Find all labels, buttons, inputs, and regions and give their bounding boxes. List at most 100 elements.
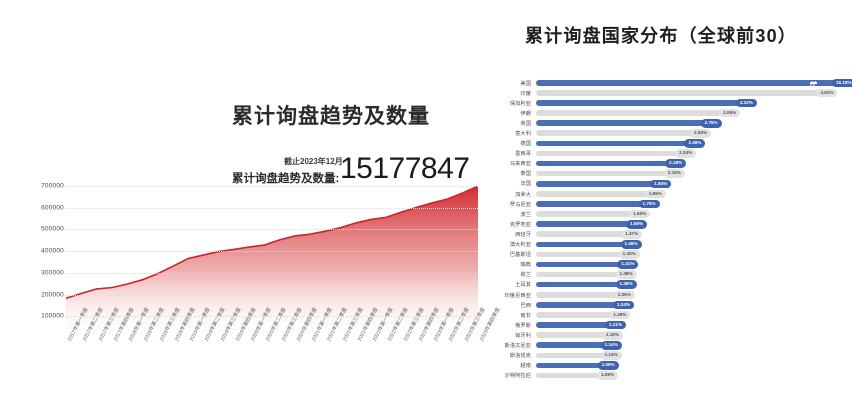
bar-country-label: 西班牙 (515, 231, 531, 238)
bar-track: 1.60% (536, 209, 852, 219)
bar-value-label: 1.21% (605, 320, 627, 330)
bar-value-label: 1.14% (600, 351, 622, 360)
bar-track: 1.75% (536, 199, 852, 209)
bar-fill (536, 100, 742, 106)
table-row[interactable]: 法国 1.94% (488, 179, 852, 189)
bar-fill (536, 90, 823, 96)
grid-line (66, 186, 478, 187)
cumulative-inquiry-trend-panel: 累计询盘趋势及数量 截止2023年12月 累计询盘趋势及数量: 15177847… (16, 105, 502, 399)
table-row[interactable]: 印度尼西亚 1.35% (488, 290, 852, 300)
table-row[interactable]: 保加利亚 3.32% (488, 98, 852, 108)
bar-country-label: 英国 (520, 120, 531, 127)
table-row[interactable]: 美国 15.18% (488, 78, 852, 88)
bar-country-label: 印度 (520, 90, 531, 97)
bar-track: 1.16% (536, 330, 852, 340)
bar-value-label: 1.85% (644, 189, 666, 199)
bar-fill (536, 191, 651, 197)
bar-track: 1.41% (536, 260, 852, 270)
bar-fill (536, 170, 670, 177)
area-fill (66, 186, 478, 338)
bar-fill (536, 342, 607, 349)
axis-break-marker (810, 81, 817, 84)
bar-fill (536, 150, 682, 157)
bar-track: 1.43% (536, 250, 852, 260)
bar-country-label: 越南 (520, 363, 531, 370)
x-axis: 2017年第一季度 2017年第二季度 2017年第三季度 2017年第四季度 2018… (66, 307, 502, 399)
bar-fill (536, 241, 627, 248)
table-row[interactable]: 意大利 2.58% (488, 128, 852, 138)
bar-value-label: 1.94% (650, 179, 672, 189)
bar-country-label: 伊朗 (520, 110, 531, 117)
table-row[interactable]: 印度 4.62% (488, 88, 852, 98)
bar-country-label: 南非 (520, 312, 531, 319)
bar-track: 1.34% (536, 300, 852, 310)
table-row[interactable]: 匈牙利 1.16% (488, 330, 852, 340)
table-row[interactable]: 罗马尼亚 1.75% (488, 199, 852, 209)
bar-value-label: 1.47% (621, 230, 643, 239)
bar-track: 2.75% (536, 118, 852, 128)
bar-track: 1.47% (536, 229, 852, 239)
area-chart-svg (66, 186, 478, 338)
table-row[interactable]: 泰国 2.16% (488, 169, 852, 179)
bar-country-label: 加拿大 (515, 191, 531, 198)
bar-fill (536, 281, 622, 288)
table-row[interactable]: 德国 2.49% (488, 139, 852, 149)
bar-country-label: 斯洛文尼亚 (504, 342, 531, 349)
bar-country-label: 巴基斯坦 (509, 252, 531, 259)
bar-value-label: 1.46% (620, 240, 642, 249)
y-axis: 100000 200000 300000 400000 500000 600000 7000… (16, 183, 64, 338)
y-axis-tick-label: 100000 (41, 312, 64, 320)
bar-value-label: 1.34% (613, 300, 635, 310)
bar-track: 1.08% (536, 371, 852, 381)
bar-value-label: 1.28% (609, 310, 631, 320)
table-row[interactable]: 伊朗 3.05% (488, 108, 852, 118)
bar-track: 2.34% (536, 149, 852, 159)
bar-fill (536, 110, 726, 116)
table-row[interactable]: 克罗地亚 1.55% (488, 219, 852, 229)
table-row[interactable]: 南非 1.28% (488, 310, 852, 320)
bar-value-label: 1.09% (597, 361, 619, 370)
table-row[interactable]: 越南 1.09% (488, 361, 852, 371)
table-row[interactable]: 土耳其 1.38% (488, 280, 852, 290)
table-row[interactable]: 西班牙 1.47% (488, 229, 852, 239)
bar-country-label: 俄罗斯 (515, 322, 531, 329)
bar-value-label: 1.43% (618, 250, 640, 259)
bar-country-label: 瑞典 (520, 262, 531, 269)
table-row[interactable]: 沙特阿拉伯 1.08% (488, 371, 852, 381)
grid-line (66, 272, 478, 274)
table-row[interactable]: 斯洛伐克 1.14% (488, 351, 852, 361)
bar-fill (536, 291, 620, 298)
grid-line (66, 316, 478, 318)
area-chart-plot (66, 186, 478, 338)
bar-country-label: 罗马尼亚 (509, 201, 531, 208)
table-row[interactable]: 墨西哥 2.34% (488, 149, 852, 159)
table-row[interactable]: 巴西 1.34% (488, 300, 852, 310)
table-row[interactable]: 波兰 1.60% (488, 209, 852, 219)
table-row[interactable]: 俄罗斯 1.21% (488, 320, 852, 330)
bar-value-label: 3.32% (735, 98, 757, 108)
bar-track: 1.38% (536, 280, 852, 290)
y-axis-tick-label: 500000 (41, 225, 64, 233)
table-row[interactable]: 加拿大 1.85% (488, 189, 852, 199)
bar-country-label: 泰国 (520, 171, 531, 178)
bar-value-label: 15.18% (832, 78, 852, 88)
bar-track: 1.14% (536, 351, 852, 361)
table-row[interactable]: 巴基斯坦 1.43% (488, 250, 852, 260)
bar-value-label: 1.41% (617, 260, 639, 269)
table-row[interactable]: 斯洛文尼亚 1.14% (488, 340, 852, 350)
bar-track: 3.05% (536, 108, 852, 118)
bar-track: 1.55% (536, 219, 852, 229)
bar-track: 2.49% (536, 139, 852, 149)
bar-country-label: 斯洛伐克 (509, 353, 531, 360)
bar-fill (536, 332, 608, 338)
table-row[interactable]: 马来西亚 2.18% (488, 159, 852, 169)
bar-country-label: 保加利亚 (509, 100, 531, 107)
table-row[interactable]: 瑞典 1.41% (488, 260, 852, 270)
bar-country-label: 波兰 (520, 211, 531, 218)
table-row[interactable]: 英国 2.75% (488, 118, 852, 128)
grid-line (66, 251, 478, 253)
bar-track: 4.62% (536, 88, 852, 98)
table-row[interactable]: 荷兰 1.38% (488, 270, 852, 280)
table-row[interactable]: 澳大利亚 1.46% (488, 240, 852, 250)
bar-value-label: 1.35% (613, 290, 635, 300)
